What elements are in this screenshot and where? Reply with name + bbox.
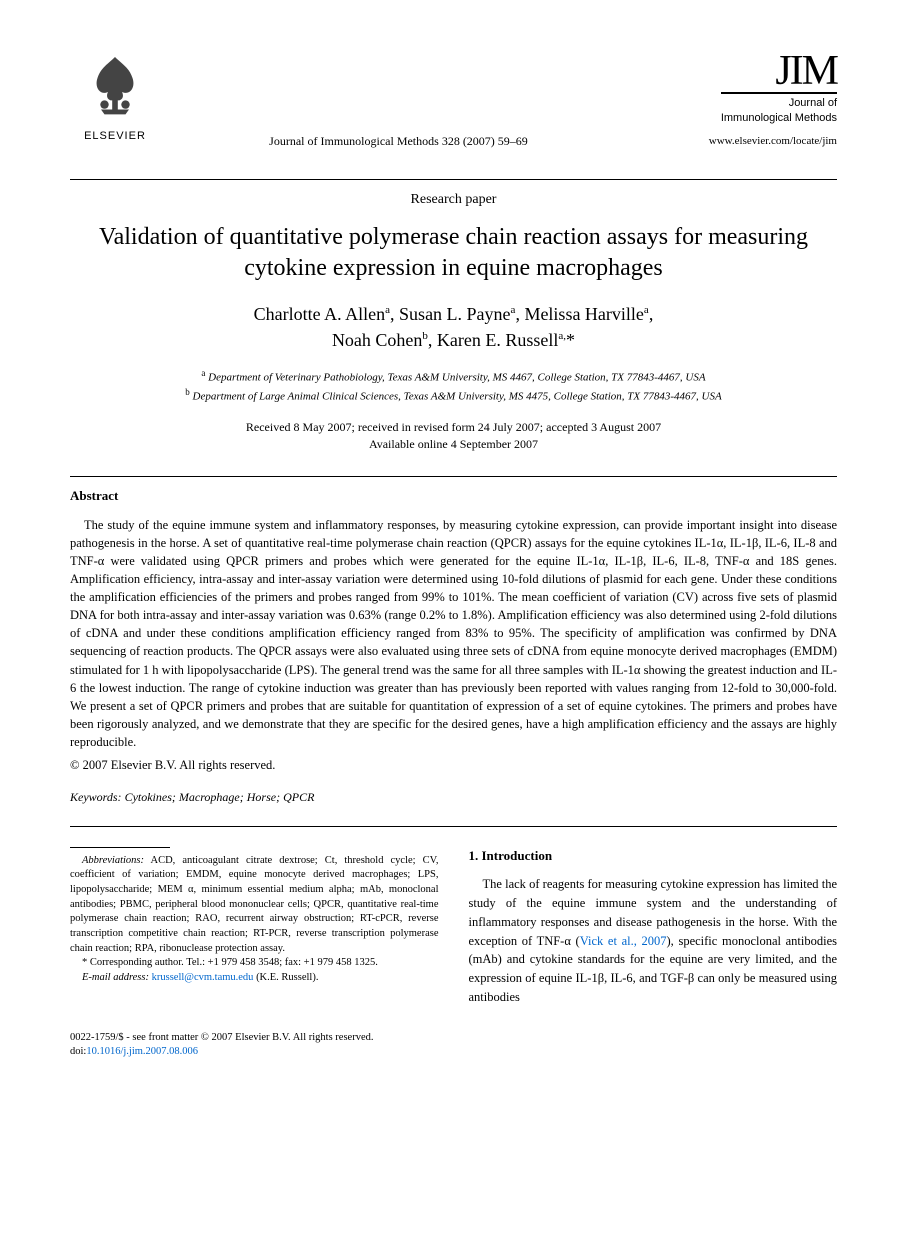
doi-label: doi: [70, 1046, 86, 1057]
email-link[interactable]: krussell@cvm.tamu.edu [149, 972, 253, 983]
authors: Charlotte A. Allena, Susan L. Paynea, Me… [70, 302, 837, 352]
authors-line1: Charlotte A. Allena, Susan L. Paynea, Me… [254, 304, 654, 324]
copyright: © 2007 Elsevier B.V. All rights reserved… [70, 757, 837, 775]
intro-citation-link[interactable]: Vick et al., 2007 [580, 934, 667, 948]
header-row: ELSEVIER JIM Journal ofImmunological Met… [70, 50, 837, 145]
abbrev-text: ACD, anticoagulant citrate dextrose; Ct,… [70, 855, 439, 954]
affiliation-b: b Department of Large Animal Clinical Sc… [70, 386, 837, 405]
dates-line2: Available online 4 September 2007 [70, 436, 837, 453]
doi-link[interactable]: 10.1016/j.jim.2007.08.006 [86, 1046, 198, 1057]
journal-ref-row: Journal of Immunological Methods 328 (20… [70, 133, 837, 150]
abstract-bottom-rule [70, 826, 837, 827]
affiliation-a: a Department of Veterinary Pathobiology,… [70, 367, 837, 386]
dates-line1: Received 8 May 2007; received in revised… [70, 419, 837, 436]
introduction-para1: The lack of reagents for measuring cytok… [469, 875, 838, 1006]
footnote-rule [70, 847, 170, 848]
doi-line: doi:10.1016/j.jim.2007.08.006 [70, 1045, 373, 1060]
paper-type: Research paper [70, 190, 837, 210]
abbreviations-footnote: Abbreviations: ACD, anticoagulant citrat… [70, 854, 439, 957]
publisher-logo-block: ELSEVIER [70, 50, 160, 145]
email-footnote: E-mail address: krussell@cvm.tamu.edu (K… [70, 971, 439, 986]
keywords-list: Cytokines; Macrophage; Horse; QPCR [122, 790, 315, 804]
elsevier-tree-icon [80, 50, 150, 120]
journal-url[interactable]: www.elsevier.com/locate/jim [637, 134, 837, 149]
keywords: Keywords: Cytokines; Macrophage; Horse; … [70, 789, 837, 806]
corresponding-author-footnote: * Corresponding author. Tel.: +1 979 458… [70, 956, 439, 971]
two-column-body: Abbreviations: ACD, anticoagulant citrat… [70, 847, 837, 1007]
journal-reference: Journal of Immunological Methods 328 (20… [160, 133, 637, 150]
journal-logo-subtitle: Journal ofImmunological Methods [721, 92, 837, 127]
issn-line: 0022-1759/$ - see front matter © 2007 El… [70, 1031, 373, 1046]
abbrev-label: Abbreviations: [82, 855, 144, 866]
corr-text: Tel.: +1 979 458 3548; fax: +1 979 458 1… [184, 957, 378, 968]
right-column: 1. Introduction The lack of reagents for… [469, 847, 838, 1007]
footer-left: 0022-1759/$ - see front matter © 2007 El… [70, 1031, 373, 1060]
footer-row: 0022-1759/$ - see front matter © 2007 El… [70, 1031, 837, 1060]
authors-line2: Noah Cohenb, Karen E. Russella,* [332, 330, 575, 350]
abstract-top-rule [70, 476, 837, 477]
email-suffix: (K.E. Russell). [253, 972, 318, 983]
abstract-heading: Abstract [70, 487, 837, 505]
email-label: E-mail address: [82, 972, 149, 983]
dates: Received 8 May 2007; received in revised… [70, 419, 837, 453]
journal-logo-block: JIM Journal ofImmunological Methods [637, 50, 837, 127]
paper-title: Validation of quantitative polymerase ch… [70, 222, 837, 284]
abstract-text: The study of the equine immune system an… [70, 516, 837, 752]
keywords-label: Keywords: [70, 790, 122, 804]
journal-logo-text: JIM [637, 50, 837, 92]
header-rule [70, 179, 837, 180]
corr-label: * Corresponding author. [82, 957, 184, 968]
publisher-name: ELSEVIER [70, 129, 160, 144]
introduction-heading: 1. Introduction [469, 847, 838, 866]
left-column: Abbreviations: ACD, anticoagulant citrat… [70, 847, 439, 1007]
affiliations: a Department of Veterinary Pathobiology,… [70, 367, 837, 405]
